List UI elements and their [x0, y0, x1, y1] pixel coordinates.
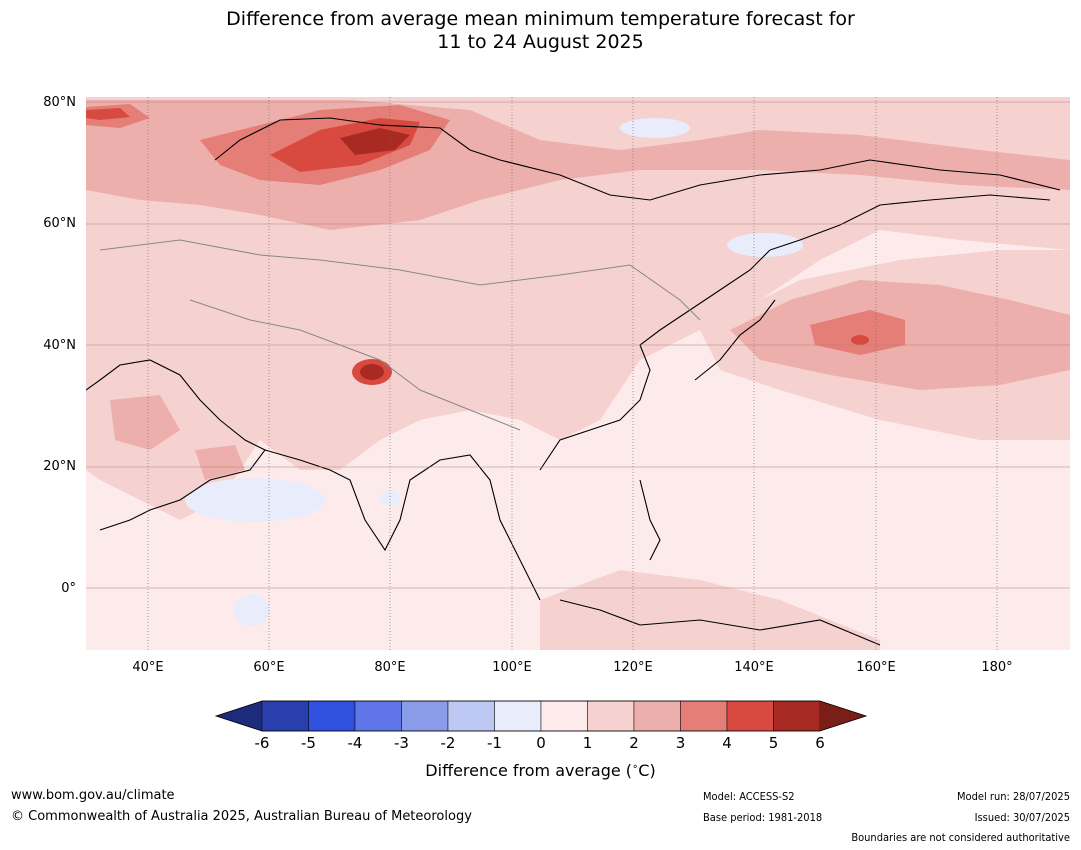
- colorbar-cell: [447, 700, 495, 732]
- colorbar-cell: [308, 700, 356, 732]
- colorbar-cell: [261, 700, 309, 732]
- philippines-coast: [639, 479, 661, 561]
- colorbar-cell: [494, 700, 542, 732]
- pacific-hotspot: [851, 335, 869, 345]
- arabia-coast: [86, 359, 266, 531]
- lon-label-60e: 60°E: [253, 660, 285, 675]
- colorbar-cell: [540, 700, 588, 732]
- colorbar-tick-label: 0: [536, 734, 546, 752]
- colorbar-cell: [680, 700, 728, 732]
- lat-label-40n: 40°N: [43, 338, 76, 353]
- lon-label-80e: 80°E: [374, 660, 406, 675]
- footer-issued: Issued: 30/07/2025: [974, 811, 1070, 824]
- anomaly-band-4-5-europe: [86, 108, 130, 120]
- colorbar-cell: [587, 700, 635, 732]
- colorbar-title: Difference from average (∘C): [425, 761, 656, 780]
- colorbar-title-unit: C): [638, 761, 656, 780]
- south-asia-coast: [264, 449, 541, 601]
- lon-label-120e: 120°E: [613, 660, 653, 675]
- lon-label-140e: 140°E: [734, 660, 774, 675]
- anomaly-band-1-2-indonesia: [540, 570, 880, 650]
- colorbar-tick-label: -6: [254, 734, 270, 752]
- country-borders: [99, 239, 701, 431]
- east-asia-coast: [539, 249, 771, 471]
- meridians: [147, 97, 998, 650]
- lat-label-20n: 20°N: [43, 459, 76, 474]
- footer-model: Model: ACCESS-S2: [703, 790, 795, 803]
- title-line-1: Difference from average mean minimum tem…: [226, 8, 855, 30]
- lon-label-100e: 100°E: [492, 660, 532, 675]
- border-north: [99, 239, 701, 321]
- anomaly-field: [86, 97, 1070, 650]
- anomaly-band-2-3-arabia: [110, 395, 180, 450]
- anomaly-band-3-4-pacific: [810, 310, 905, 355]
- lat-label-80n: 80°N: [43, 95, 76, 110]
- cold-patch-bay-of-bengal: [380, 490, 400, 506]
- colorbar-tick-label: 2: [629, 734, 639, 752]
- colorbar-cell: [401, 700, 449, 732]
- colorbar-tick-label: -5: [301, 734, 316, 752]
- colorbar-tick-label: 4: [722, 734, 732, 752]
- footer-url[interactable]: www.bom.gov.au/climate: [11, 788, 175, 803]
- colorbar-tick-label: -1: [487, 734, 502, 752]
- border-central: [189, 299, 521, 431]
- colorbar-cell: [726, 700, 774, 732]
- colorbar-extend-low: [216, 701, 262, 731]
- cold-patch-arctic: [620, 118, 690, 138]
- coastlines: [86, 117, 1061, 646]
- far-east-coast: [769, 194, 1051, 251]
- lon-label-40e: 40°E: [132, 660, 164, 675]
- lon-label-160e: 160°E: [856, 660, 896, 675]
- anomaly-band-2-3-arabia-south: [195, 445, 245, 480]
- colorbar-tick-label: 1: [582, 734, 593, 752]
- footer-model-run: Model run: 28/07/2025: [957, 790, 1070, 803]
- colorbar-tick-label: 6: [815, 734, 825, 752]
- cold-patch-sea-of-okhotsk: [727, 233, 803, 257]
- colorbar-cell: [773, 700, 821, 732]
- arctic-coast: [214, 117, 1061, 201]
- footer-disclaimer: Boundaries are not considered authoritat…: [851, 831, 1070, 844]
- lat-label-0: 0°: [61, 581, 76, 596]
- colorbar-tick-label: -4: [347, 734, 363, 752]
- anomaly-band-5-6-siberia: [340, 128, 410, 155]
- japan-coast: [694, 299, 776, 381]
- lon-label-180: 180°: [981, 660, 1013, 675]
- colorbar-tick-label: 3: [675, 734, 686, 752]
- map-title: Difference from average mean minimum tem…: [0, 8, 1081, 54]
- colorbar-outline: [214, 700, 868, 732]
- lat-label-60n: 60°N: [43, 216, 76, 231]
- colorbar-title-text: Difference from average (: [425, 761, 633, 780]
- cold-patch-arabian-sea: [185, 478, 325, 522]
- colorbar-cell: [354, 700, 402, 732]
- colorbar-tick-label: 5: [768, 734, 779, 752]
- footer-base-period: Base period: 1981-2018: [703, 811, 823, 824]
- parallels: [86, 101, 1070, 589]
- colorbar-cells: [261, 700, 821, 732]
- footer-copyright: © Commonwealth of Australia 2025, Austra…: [11, 809, 472, 824]
- title-line-2: 11 to 24 August 2025: [437, 31, 644, 53]
- colorbar-extend-high: [820, 701, 866, 731]
- colorbar: [214, 700, 868, 732]
- indonesia-coast: [559, 599, 881, 646]
- cold-patch-indian-ocean: [234, 594, 270, 626]
- colorbar-cell: [633, 700, 681, 732]
- tibet-hotspot-inner: [360, 364, 384, 380]
- colorbar-tick-label: -2: [440, 734, 456, 752]
- colorbar-tick-label: -3: [394, 734, 409, 752]
